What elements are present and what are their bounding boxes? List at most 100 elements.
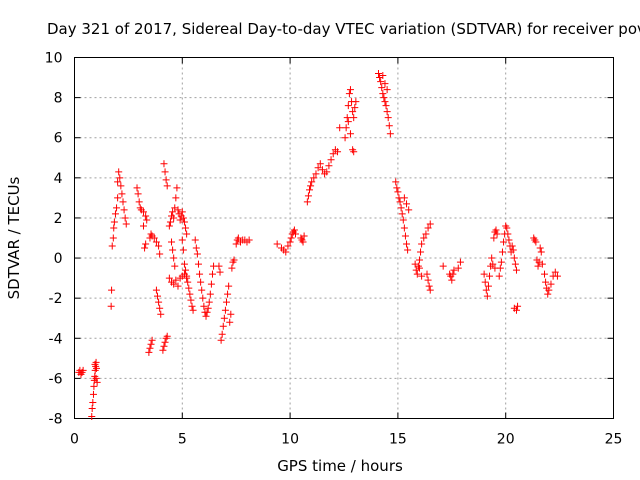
data-point	[448, 276, 456, 284]
data-point	[188, 302, 196, 310]
data-point	[187, 296, 195, 304]
data-point	[113, 204, 121, 212]
data-point	[225, 282, 233, 290]
data-point	[379, 72, 387, 80]
data-point	[415, 256, 423, 264]
data-point	[111, 210, 119, 218]
data-point	[216, 268, 224, 276]
data-point	[547, 280, 555, 288]
data-point	[488, 254, 496, 262]
data-point	[197, 278, 205, 286]
data-point	[133, 184, 141, 192]
data-point	[300, 232, 308, 240]
data-point	[119, 198, 127, 206]
data-point	[207, 280, 215, 288]
data-point	[204, 304, 212, 312]
data-point	[156, 250, 164, 258]
data-point	[316, 160, 324, 168]
data-point	[394, 188, 402, 196]
data-point	[196, 270, 204, 278]
data-point	[146, 344, 154, 352]
data-point	[399, 216, 407, 224]
data-point	[480, 270, 488, 278]
data-point	[495, 272, 503, 280]
data-point	[541, 270, 549, 278]
data-point	[163, 182, 171, 190]
data-point	[89, 390, 97, 398]
data-point	[134, 190, 142, 198]
data-point	[139, 208, 147, 216]
y-tick-label: 4	[54, 171, 63, 187]
data-point	[381, 98, 389, 106]
data-point	[110, 218, 118, 226]
data-point	[142, 212, 150, 220]
data-point	[154, 292, 162, 300]
data-point	[160, 342, 168, 350]
data-point	[417, 248, 425, 256]
data-point	[344, 102, 352, 110]
data-point	[218, 330, 226, 338]
data-point	[172, 194, 180, 202]
data-point	[504, 230, 512, 238]
data-point	[147, 340, 155, 348]
data-point	[143, 216, 151, 224]
data-point	[139, 222, 147, 230]
data-point	[544, 290, 552, 298]
data-point	[170, 280, 178, 288]
data-point	[404, 246, 412, 254]
data-point	[199, 294, 207, 302]
data-point	[420, 234, 428, 242]
data-point	[401, 232, 409, 240]
x-axis-label: GPS time / hours	[277, 457, 403, 475]
data-point	[553, 272, 561, 280]
x-tick-label: 0	[70, 432, 79, 448]
data-point	[221, 306, 229, 314]
data-point	[220, 314, 228, 322]
data-point	[120, 206, 128, 214]
data-point	[545, 286, 553, 294]
data-point	[450, 266, 458, 274]
data-point	[323, 168, 331, 176]
data-point	[219, 322, 227, 330]
data-point	[378, 84, 386, 92]
y-tick-label: 8	[54, 91, 63, 107]
data-point	[92, 364, 100, 372]
data-point	[551, 268, 559, 276]
data-point	[186, 290, 194, 298]
data-point	[308, 178, 316, 186]
data-point	[208, 270, 216, 278]
data-point	[203, 308, 211, 316]
data-point	[393, 184, 401, 192]
data-point	[88, 412, 96, 420]
data-point	[303, 198, 311, 206]
data-point	[380, 94, 388, 102]
data-point	[511, 260, 519, 268]
tick-labels: 0 5 10 15 20 25 -8 -6 -4 -2 0 2 4 6 8 10	[45, 51, 623, 448]
data-point	[382, 102, 390, 110]
data-point	[287, 234, 295, 242]
data-point	[484, 282, 492, 290]
data-point	[107, 302, 115, 310]
data-point	[510, 254, 518, 262]
data-point	[314, 164, 322, 172]
data-point	[79, 366, 87, 374]
data-points	[75, 70, 561, 420]
data-point	[486, 272, 494, 280]
data-point	[349, 108, 357, 116]
x-tick-label: 10	[281, 432, 299, 448]
data-point	[183, 272, 191, 280]
data-point	[327, 156, 335, 164]
data-point	[509, 246, 517, 254]
data-point	[310, 174, 318, 182]
data-point	[290, 226, 298, 234]
data-point	[385, 122, 393, 130]
data-point	[352, 98, 360, 106]
y-tick-label: -6	[49, 371, 63, 387]
data-point	[336, 124, 344, 132]
data-point	[498, 248, 506, 256]
data-point	[169, 208, 177, 216]
data-point	[456, 258, 464, 266]
data-point	[93, 378, 101, 386]
data-point	[342, 124, 350, 132]
